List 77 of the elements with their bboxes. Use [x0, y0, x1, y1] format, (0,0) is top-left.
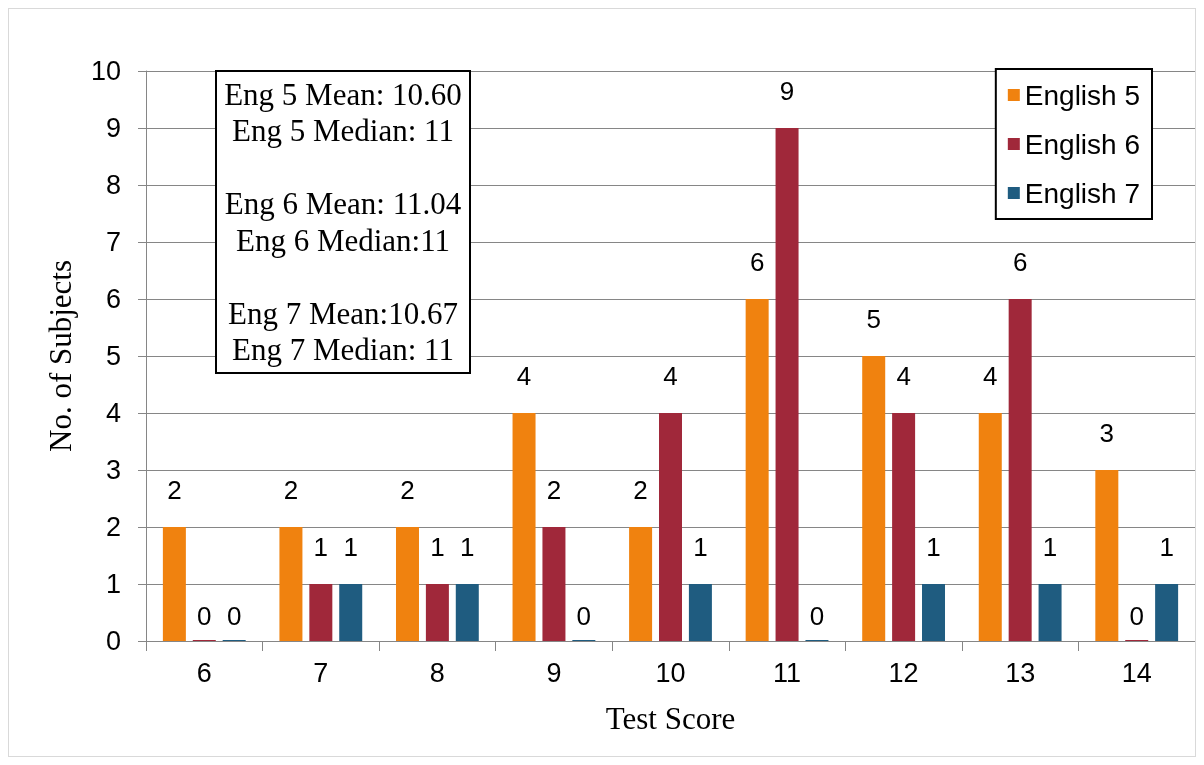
bar — [659, 413, 682, 641]
bar — [339, 584, 363, 641]
data-label: 4 — [516, 361, 532, 391]
x-tick-label: 11 — [773, 657, 802, 688]
data-label: 1 — [430, 532, 445, 562]
data-label: 1 — [693, 532, 708, 562]
data-label: 4 — [896, 361, 911, 391]
data-label: 0 — [226, 601, 242, 631]
y-tick-label: 5 — [105, 341, 121, 371]
x-tick-label: 9 — [546, 657, 562, 688]
data-label: 1 — [313, 532, 329, 562]
x-tick-label: 13 — [1005, 657, 1036, 688]
data-label: 1 — [460, 532, 475, 562]
data-label: 4 — [983, 361, 998, 391]
bar — [1155, 584, 1179, 641]
x-tick-label: 7 — [313, 657, 329, 688]
data-label: 2 — [167, 475, 182, 505]
data-label: 0 — [1129, 601, 1144, 631]
x-tick-label: 8 — [429, 657, 445, 688]
data-label: 4 — [663, 361, 678, 391]
x-axis-title: Test Score — [605, 701, 736, 736]
annotation: Eng 6 Mean: 11.04 Eng 6 Median:11 — [224, 186, 462, 258]
data-label: 1 — [343, 532, 358, 562]
data-label: 2 — [546, 475, 562, 505]
data-label: 1 — [1159, 532, 1174, 562]
x-tick-label: 14 — [1121, 657, 1152, 688]
bar — [892, 413, 916, 641]
bar — [1038, 584, 1062, 641]
bar — [162, 527, 186, 641]
bar — [395, 527, 419, 641]
x-tick-label: 10 — [655, 657, 686, 688]
bar — [688, 584, 712, 641]
x-tick-label: 6 — [196, 657, 212, 688]
bar — [922, 584, 946, 641]
bar — [512, 413, 536, 641]
bar — [978, 413, 1002, 641]
data-label: 0 — [809, 601, 825, 631]
data-label: 5 — [866, 304, 881, 334]
data-label: 3 — [1099, 418, 1115, 448]
data-label: 1 — [926, 532, 941, 562]
data-label: 6 — [1012, 247, 1028, 277]
y-tick-label: 4 — [105, 398, 121, 428]
y-tick-label: 2 — [105, 512, 121, 542]
bar — [629, 527, 653, 641]
legend-label: English 7 — [1024, 177, 1140, 209]
bar — [745, 299, 769, 641]
y-tick-label: 0 — [105, 626, 121, 656]
legend-label: English 6 — [1024, 128, 1140, 160]
y-tick-label: 10 — [90, 56, 121, 86]
bar — [279, 527, 303, 641]
data-label: 0 — [197, 601, 212, 631]
data-label: 0 — [576, 601, 592, 631]
data-label: 2 — [400, 475, 415, 505]
bar — [425, 584, 449, 641]
y-axis-title: No. of Subjects — [43, 259, 78, 453]
x-tick-label: 12 — [888, 657, 919, 688]
data-label: 2 — [633, 475, 648, 505]
y-tick-label: 9 — [105, 113, 121, 143]
bar — [309, 584, 333, 641]
y-tick-label: 1 — [105, 569, 121, 599]
annotation: Eng 7 Mean:10.67 Eng 7 Median: 11 — [228, 295, 458, 368]
bar — [1095, 470, 1119, 641]
y-tick-label: 6 — [105, 284, 121, 314]
data-label: 9 — [779, 76, 795, 106]
bar — [775, 128, 799, 641]
data-label: 1 — [1042, 532, 1058, 562]
data-label: 6 — [749, 247, 765, 277]
y-tick-label: 7 — [105, 227, 121, 257]
annotation: Eng 5 Mean: 10.60 Eng 5 Median: 11 — [224, 76, 462, 149]
bar — [542, 527, 566, 641]
bar — [455, 584, 479, 641]
bar — [862, 356, 886, 641]
data-label: 2 — [283, 475, 299, 505]
y-tick-label: 3 — [105, 455, 121, 485]
bar — [1008, 299, 1032, 641]
legend-label: English 5 — [1024, 79, 1140, 111]
y-tick-label: 8 — [105, 170, 121, 200]
